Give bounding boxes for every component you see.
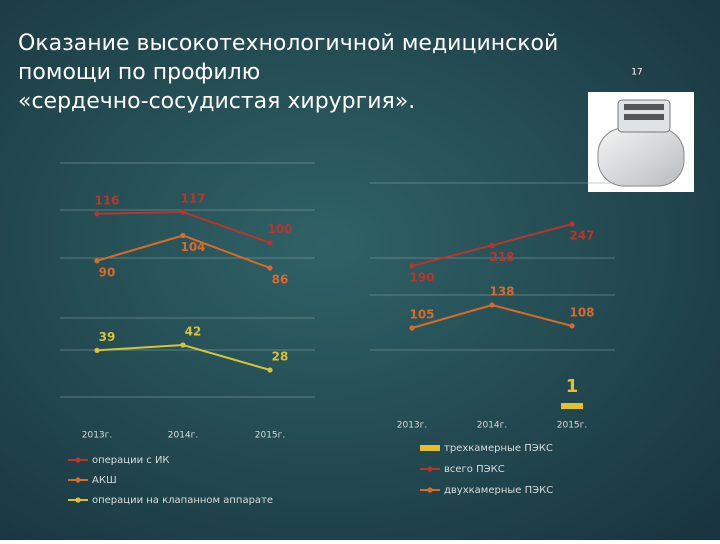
x-tick-label: 2015г. <box>255 431 286 441</box>
point <box>180 342 186 348</box>
data-label: 42 <box>185 325 202 339</box>
data-label: 100 <box>267 222 292 236</box>
bar <box>561 403 583 409</box>
point <box>94 258 100 264</box>
legend-swatch <box>427 466 433 472</box>
legend-swatch <box>420 445 440 451</box>
page-number: 17 <box>631 68 642 78</box>
title-line: «сердечно-сосудистая хирургия». <box>18 89 415 114</box>
point <box>267 240 273 246</box>
legend-label: АКШ <box>92 475 117 486</box>
point <box>569 323 575 329</box>
x-tick-label: 2014г. <box>168 431 199 441</box>
data-label: 1 <box>566 376 579 397</box>
data-label: 105 <box>409 308 434 322</box>
x-tick-label: 2013г. <box>82 431 113 441</box>
point <box>569 221 575 227</box>
port <box>624 114 664 120</box>
device <box>597 127 685 187</box>
point <box>94 211 100 217</box>
point <box>409 325 415 331</box>
data-label: 28 <box>272 350 289 364</box>
legend-swatch <box>427 487 433 493</box>
title-line: Оказание высокотехнологичной медицинской <box>18 31 558 56</box>
point <box>267 367 273 373</box>
legend-label: двухкамерные ПЭКС <box>444 485 553 496</box>
legend-swatch <box>75 497 81 503</box>
legend-label: операции на клапанном аппарате <box>92 495 273 506</box>
title-line: помощи по профилю <box>18 60 260 85</box>
data-label: 117 <box>180 192 205 206</box>
data-label: 104 <box>180 240 205 254</box>
x-tick-label: 2013г. <box>397 421 428 431</box>
data-label: 108 <box>569 305 594 319</box>
point <box>94 347 100 353</box>
legend-swatch <box>75 477 81 483</box>
data-label: 86 <box>272 273 289 287</box>
data-label: 190 <box>409 271 434 285</box>
data-label: 116 <box>94 193 119 207</box>
point <box>409 263 415 269</box>
point <box>267 265 273 271</box>
legend-label: операции с ИК <box>92 455 170 466</box>
legend-label: трехкамерные ПЭКС <box>444 443 553 454</box>
x-tick-label: 2015г. <box>557 421 588 431</box>
data-label: 138 <box>489 285 514 299</box>
data-label: 90 <box>99 265 116 279</box>
pacemaker-image <box>588 92 694 192</box>
data-label: 247 <box>569 229 594 243</box>
data-label: 39 <box>99 330 116 344</box>
legend-label: всего ПЭКС <box>444 464 505 475</box>
legend-swatch <box>75 457 81 463</box>
port <box>624 104 664 110</box>
point <box>180 209 186 215</box>
point <box>489 302 495 308</box>
point <box>489 242 495 248</box>
x-tick-label: 2014г. <box>477 421 508 431</box>
data-label: 218 <box>489 250 514 264</box>
point <box>180 232 186 239</box>
